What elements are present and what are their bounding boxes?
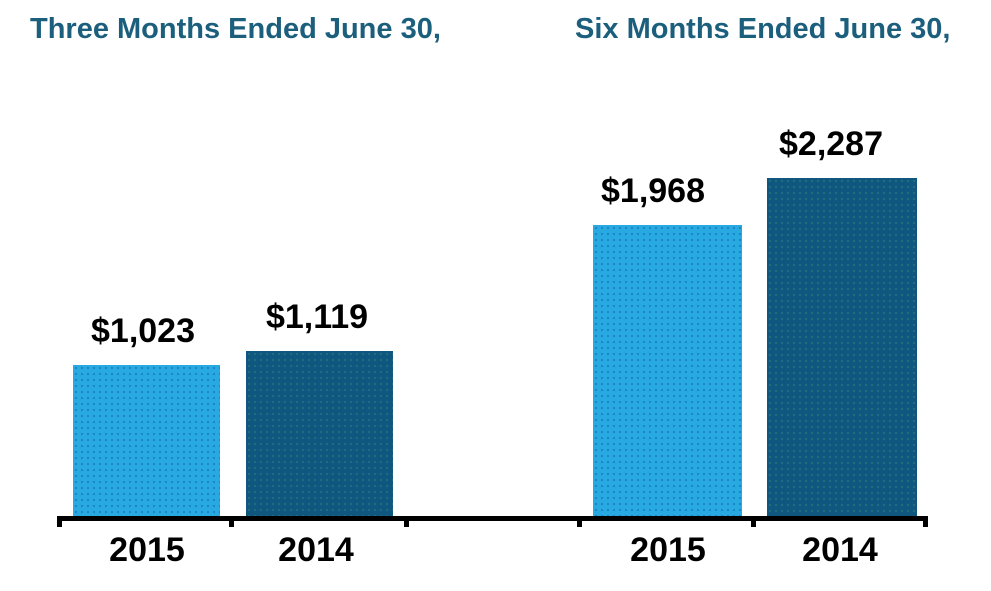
value-label-three-months-2015: $1,023 [91,312,195,350]
bar-six-months-2014 [767,178,917,516]
bar-six-months-2015 [593,225,742,516]
x-axis-label-three-months-2015: 2015 [109,531,185,569]
x-axis-label-six-months-2015: 2015 [630,531,706,569]
value-label-six-months-2015: $1,968 [601,172,705,210]
value-label-three-months-2014: $1,119 [265,298,369,336]
x-axis-label-three-months-2014: 2014 [278,531,354,569]
chart-title-three-months: Three Months Ended June 30, [30,13,441,45]
x-axis-tick [577,516,582,527]
x-axis-tick [404,516,409,527]
x-axis-line [57,516,928,521]
value-label-six-months-2014: $2,287 [779,125,883,163]
bar-three-months-2015 [73,365,220,516]
chart-title-six-months: Six Months Ended June 30, [575,13,951,45]
x-axis-tick [57,516,62,527]
x-axis-tick [923,516,928,527]
x-axis-label-six-months-2014: 2014 [802,531,878,569]
bar-three-months-2014 [246,351,393,516]
x-axis-tick [751,516,756,527]
x-axis-tick [229,516,234,527]
